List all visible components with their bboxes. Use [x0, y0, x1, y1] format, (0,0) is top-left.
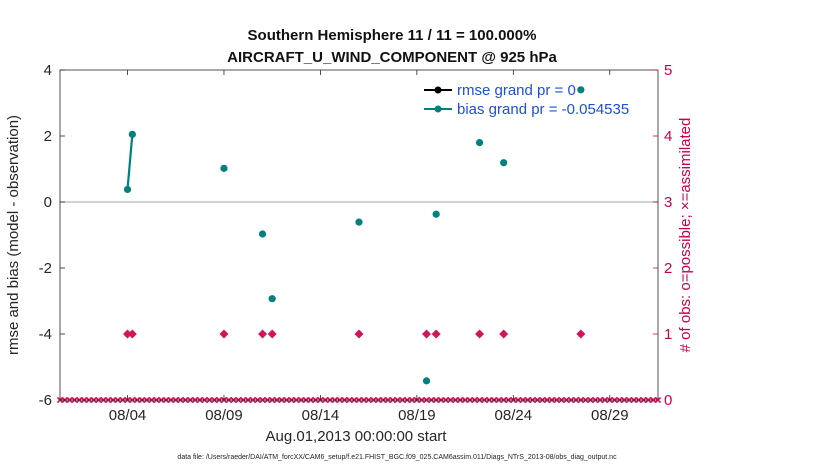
obs-possible-marker — [354, 329, 364, 339]
bias-point — [475, 139, 484, 147]
y-axis-label-right: # of obs: o=possible; ×=assimilated — [677, 118, 694, 353]
y-tick-label-left: -4 — [39, 326, 52, 343]
bias-series-line — [126, 134, 134, 190]
x-tick-label: 08/04 — [109, 407, 147, 424]
legend-bias-label: bias grand pr = -0.054535 — [457, 101, 629, 118]
x-tick-label: 08/19 — [398, 407, 436, 424]
bias-point — [128, 130, 136, 138]
y-tick-label-right: 5 — [664, 62, 672, 79]
obs-possible-marker — [499, 329, 509, 339]
legend-bias-marker — [434, 105, 442, 113]
y-tick-label-right: 0 — [664, 392, 672, 409]
legend-rmse-label: rmse grand pr = 0 — [457, 82, 576, 99]
y-tick-label-left: 2 — [44, 128, 52, 145]
x-tick-label: 08/09 — [205, 407, 243, 424]
obs-possible-marker — [431, 329, 441, 339]
plot-frame — [59, 69, 659, 401]
chart-title: Southern Hemisphere 11 / 11 = 100.000% — [248, 27, 537, 44]
y-tick-label-right: 3 — [664, 194, 672, 211]
y-tick-label-right: 4 — [664, 128, 672, 145]
x-tick-label: 08/24 — [495, 407, 533, 424]
plot-area — [60, 70, 658, 400]
bias-point — [432, 210, 440, 218]
obs-possible-marker — [576, 329, 586, 339]
obs-possible-marker — [127, 329, 137, 339]
bias-point — [220, 164, 228, 172]
axis-ticks: -6 -4 -2 0 2 4 0 1 2 3 4 5 08/04 08/09 08/14 08/19 08/24… — [39, 62, 673, 424]
bias-point — [422, 377, 431, 385]
y-tick-label-right: 1 — [664, 326, 672, 343]
obs-possible-marker — [422, 329, 432, 339]
obs-possible-marker — [258, 329, 268, 339]
legend-rmse-marker — [434, 86, 442, 94]
y-axis-label-left: rmse and bias (model - observation) — [5, 115, 22, 355]
data-file-footnote: data file: /Users/raeder/DAI/ATM_forcXX/… — [177, 454, 617, 461]
bias-point — [355, 218, 363, 226]
bias-point — [258, 230, 267, 238]
bias-point — [268, 295, 276, 303]
y-tick-label-left: 4 — [44, 62, 52, 79]
x-tick-label: 08/29 — [591, 407, 629, 424]
legend: rmse grand pr = 0 bias grand pr = -0.054… — [424, 82, 629, 118]
chart-subtitle: AIRCRAFT_U_WIND_COMPONENT @ 925 hPa — [227, 49, 557, 66]
y-tick-label-left: -6 — [39, 392, 52, 409]
y-tick-label-right: 2 — [664, 260, 672, 277]
x-axis-label: Aug.01,2013 00:00:00 start — [266, 428, 448, 445]
rmse-point — [577, 86, 585, 94]
obs-possible-marker — [123, 329, 133, 339]
obs-possible-marker — [267, 329, 277, 339]
obs-possible-marker — [219, 329, 229, 339]
bias-point — [123, 185, 132, 194]
bias-point — [500, 159, 508, 167]
y-tick-label-left: -2 — [39, 260, 52, 277]
y-tick-label-left: 0 — [44, 194, 52, 211]
x-tick-label: 08/14 — [302, 407, 340, 424]
obs-possible-marker — [475, 329, 485, 339]
